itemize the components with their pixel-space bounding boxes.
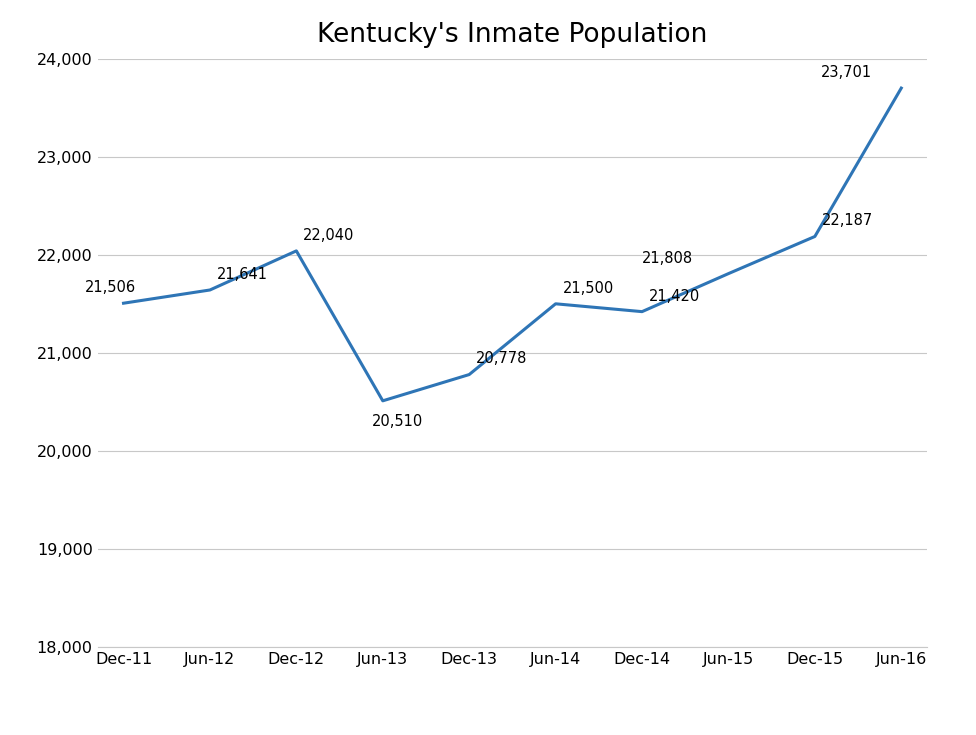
Text: 20,510: 20,510 [372, 414, 423, 429]
Text: 21,500: 21,500 [562, 281, 614, 295]
Text: 21,641: 21,641 [217, 267, 267, 282]
Text: 21,808: 21,808 [642, 251, 694, 265]
Title: Kentucky's Inmate Population: Kentucky's Inmate Population [317, 22, 708, 48]
Text: 20,778: 20,778 [476, 351, 527, 367]
Text: 21,506: 21,506 [85, 280, 136, 295]
Text: 22,040: 22,040 [304, 228, 354, 243]
Text: 21,420: 21,420 [649, 289, 700, 304]
Text: 22,187: 22,187 [822, 213, 874, 229]
Text: 23,701: 23,701 [821, 65, 872, 80]
